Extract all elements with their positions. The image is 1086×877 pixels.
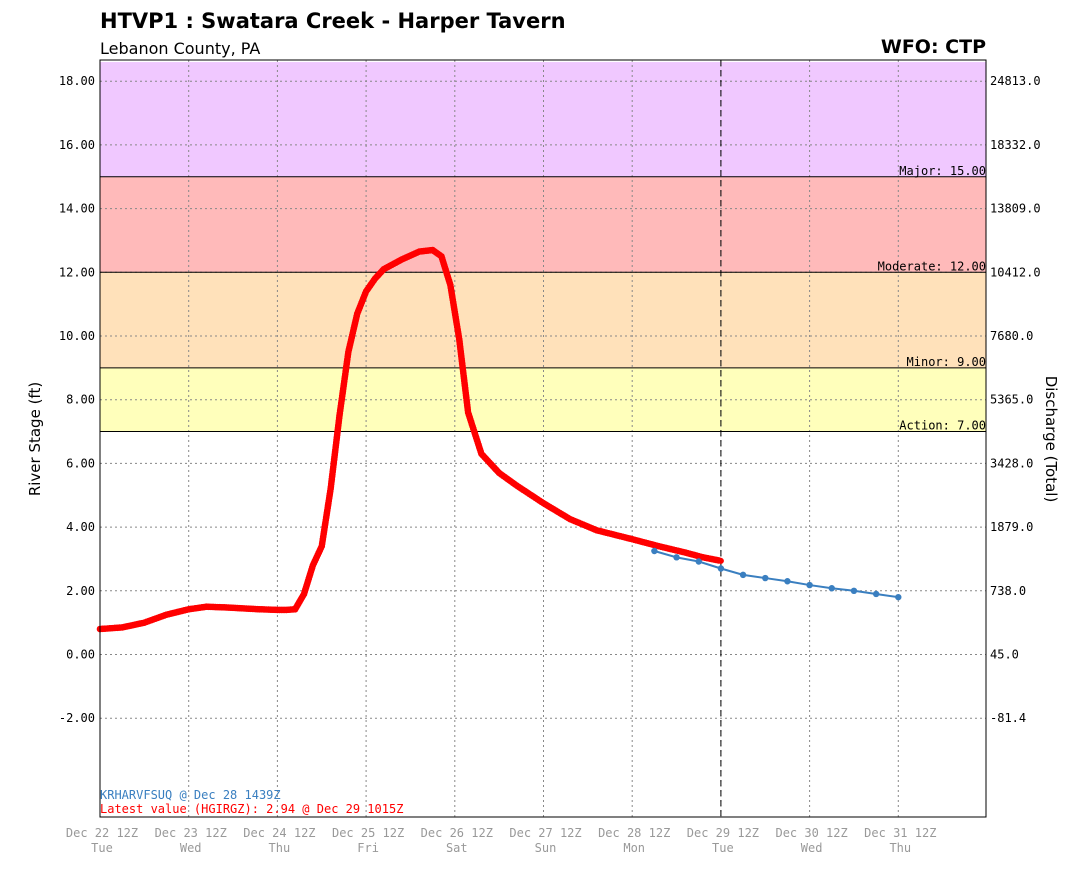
- forecast-point: [739, 571, 747, 579]
- x-tick-date: Dec 28 12Z: [598, 826, 670, 840]
- y-tick-label: 12.00: [59, 265, 95, 279]
- y-tick-label: 6.00: [66, 456, 95, 470]
- y-tick-label: 4.00: [66, 520, 95, 534]
- y-tick-label: 10.00: [59, 329, 95, 343]
- y2-tick-label: 3428.0: [990, 456, 1033, 470]
- flood-stage-label-moderate: Moderate: 12.00: [878, 259, 986, 273]
- y2-axis-ticks: 24813.0 18332.0 13809.0 10412.0 7680.0 5365.0…: [990, 74, 1041, 725]
- forecast-line: [654, 550, 899, 599]
- forecast-point: [828, 585, 835, 592]
- chart-title: HTVP1 : Swatara Creek - Harper Tavern: [100, 9, 566, 33]
- x-tick-day: Tue: [91, 841, 113, 855]
- vertical-gridlines: [99, 60, 899, 817]
- forecast-point: [784, 578, 791, 585]
- x-tick-date: Dec 25 12Z: [332, 826, 404, 840]
- x-tick-day: Thu: [269, 841, 291, 855]
- x-tick-day: Wed: [180, 841, 202, 855]
- plot-frame: [99, 59, 987, 818]
- y-tick-label: 16.00: [59, 138, 95, 152]
- x-tick-day: Sat: [446, 841, 468, 855]
- y2-tick-label: 738.0: [990, 584, 1026, 598]
- x-tick-day: Fri: [357, 841, 379, 855]
- y-tick-label: 0.00: [66, 648, 95, 662]
- data-series: [96, 246, 902, 633]
- flood-stage-label-major: Major: 15.00: [899, 164, 986, 178]
- x-tick-day: Wed: [801, 841, 823, 855]
- forecast-point: [850, 587, 858, 594]
- observed-points: [96, 246, 722, 633]
- x-tick-date: Dec 24 12Z: [243, 826, 315, 840]
- flood-stage-label-minor: Minor: 9.00: [907, 355, 986, 369]
- flood-zone-major: [100, 62, 986, 177]
- forecast-point: [872, 590, 880, 598]
- x-tick-day: Mon: [623, 841, 645, 855]
- flood-stage-lines: [100, 176, 986, 433]
- y-tick-label: 18.00: [59, 74, 95, 88]
- y-tick-label: 14.00: [59, 202, 95, 216]
- y2-tick-label: 13809.0: [990, 202, 1041, 216]
- forecast-point: [717, 565, 725, 572]
- y2-tick-label: 24813.0: [990, 74, 1041, 88]
- y2-tick-label: 45.0: [990, 648, 1019, 662]
- observed-point: [715, 557, 722, 564]
- y2-tick-label: 1879.0: [990, 520, 1033, 534]
- forecast-point: [895, 593, 902, 601]
- x-tick-date: Dec 30 12Z: [775, 826, 847, 840]
- flood-stage-label-action: Action: 7.00: [899, 419, 986, 433]
- y2-tick-label: -81.4: [990, 711, 1026, 725]
- x-tick-date: Dec 22 12Z: [66, 826, 138, 840]
- latest-value-note: Latest value (HGIRGZ): 2.94 @ Dec 29 101…: [100, 802, 403, 816]
- x-tick-day: Tue: [712, 841, 734, 855]
- y2-tick-label: 5365.0: [990, 393, 1033, 407]
- forecast-point: [762, 574, 769, 582]
- y-axis-ticks: 18.00 16.00 14.00 12.00 10.00 8.00 6.00 4.00 2.0…: [59, 74, 95, 725]
- flood-stage-labels: Major: 15.00 Moderate: 12.00 Minor: 9.00 Ac…: [878, 164, 986, 433]
- y2-axis-label: Discharge (Total): [1042, 376, 1060, 503]
- y2-tick-label: 18332.0: [990, 138, 1041, 152]
- y-axis-label: River Stage (ft): [26, 382, 44, 496]
- y-tick-label: -2.00: [59, 711, 95, 725]
- x-tick-day: Thu: [889, 841, 911, 855]
- y2-tick-label: 10412.0: [990, 265, 1041, 279]
- x-tick-day: Sun: [535, 841, 557, 855]
- forecast-point: [651, 547, 658, 555]
- y-tick-label: 2.00: [66, 584, 95, 598]
- forecast-point: [673, 554, 680, 561]
- forecast-point: [695, 558, 702, 565]
- forecast-source-note: KRHARVFSUQ @ Dec 28 1439Z: [100, 788, 281, 802]
- x-tick-date: Dec 23 12Z: [155, 826, 227, 840]
- forecast-point: [806, 581, 813, 589]
- x-tick-date: Dec 27 12Z: [509, 826, 581, 840]
- x-tick-date: Dec 31 12Z: [864, 826, 936, 840]
- y-tick-label: 8.00: [66, 393, 95, 407]
- wfo-label: WFO: CTP: [880, 36, 986, 58]
- y2-tick-label: 7680.0: [990, 329, 1033, 343]
- x-tick-date: Dec 26 12Z: [421, 826, 493, 840]
- chart-subtitle: Lebanon County, PA: [100, 39, 261, 58]
- x-tick-date: Dec 29 12Z: [687, 826, 759, 840]
